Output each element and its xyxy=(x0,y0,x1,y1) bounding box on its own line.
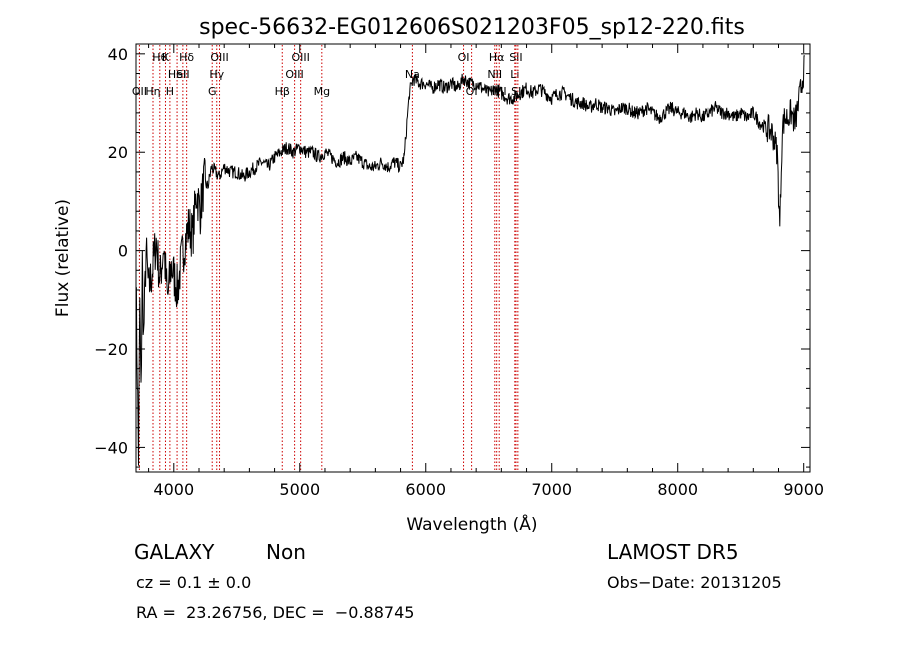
emission-line-label: OIII xyxy=(210,51,228,64)
emission-line-label: HeI xyxy=(168,68,186,81)
emission-line-label: Hθ xyxy=(152,51,167,64)
x-tick-label: 4000 xyxy=(153,480,194,499)
emission-line-label: Hα xyxy=(489,51,505,64)
emission-line-label: Hδ xyxy=(179,51,194,64)
emission-line-label: H xyxy=(166,85,174,98)
plot-frame xyxy=(135,43,811,473)
redshift-readout: cz = 0.1 ± 0.0 xyxy=(136,573,252,592)
emission-line-label: Hγ xyxy=(209,68,224,81)
emission-line-label: Li xyxy=(510,68,519,81)
x-tick-label: 7000 xyxy=(531,480,572,499)
object-class: GALAXY xyxy=(134,540,215,564)
spectrum-line xyxy=(135,55,805,466)
chart-title: spec-56632-EG012606S021203F05_sp12-220.f… xyxy=(199,15,745,40)
coordinates-readout: RA = 23.26756, DEC = −0.88745 xyxy=(136,603,415,622)
x-axis-label: Wavelength (Å) xyxy=(406,513,537,535)
y-tick-label: −20 xyxy=(94,340,128,359)
emission-line-label: Mg xyxy=(314,85,330,98)
emission-line-label: OIII xyxy=(291,51,309,64)
x-tick-label: 8000 xyxy=(657,480,698,499)
x-tick-label: 5000 xyxy=(279,480,320,499)
y-axis-ticks: −40 −20 0 20 40 xyxy=(94,45,810,468)
emission-line-label: OIII xyxy=(285,68,303,81)
y-axis-label: Flux (relative) xyxy=(53,199,73,317)
emission-line-label: Hη xyxy=(145,85,160,98)
observation-date: Obs−Date: 20131205 xyxy=(607,573,782,592)
emission-line-label: OI xyxy=(466,85,478,98)
emission-line-label: OI xyxy=(458,51,470,64)
emission-line-label: SII xyxy=(176,68,189,81)
emission-line-markers: OIIHηHθKHHeISIIHδGHγOIIIHβOIIIOIIIMgNaOI… xyxy=(132,45,525,472)
object-subclass: Non xyxy=(266,540,306,564)
emission-line-label: G xyxy=(208,85,217,98)
y-tick-label: 40 xyxy=(108,45,128,64)
y-tick-label: −40 xyxy=(94,438,128,457)
x-tick-label: 6000 xyxy=(405,480,446,499)
emission-line-label: Hβ xyxy=(275,85,290,98)
emission-line-label: SII xyxy=(509,51,522,64)
x-axis-ticks: 4000 5000 6000 7000 8000 9000 xyxy=(148,44,824,499)
y-tick-label: 20 xyxy=(108,143,128,162)
survey-name: LAMOST DR5 xyxy=(607,540,739,564)
emission-line-label: K xyxy=(162,51,170,64)
x-tick-label: 9000 xyxy=(783,480,824,499)
y-tick-label: 0 xyxy=(118,242,128,261)
emission-line-label: NII xyxy=(487,68,502,81)
